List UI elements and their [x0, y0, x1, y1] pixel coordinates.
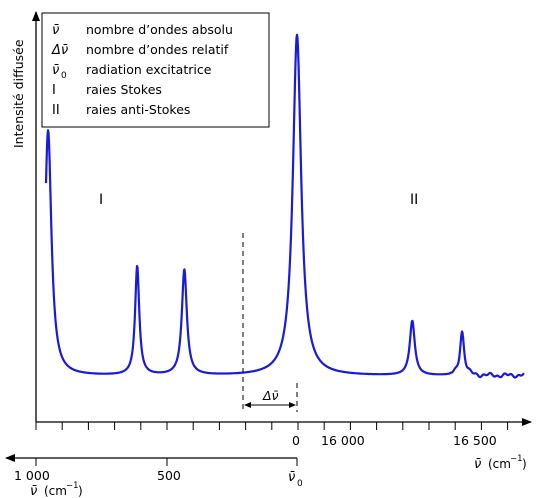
relative-tick-label-500: 500: [157, 468, 181, 483]
absolute-unit-symbol: ν̄: [474, 457, 481, 472]
legend-symbol-excitation-sub: 0: [61, 71, 67, 81]
relative-unit-exp: −1: [66, 481, 79, 491]
relative-unit-close: ): [78, 484, 83, 498]
legend-symbol-relative: Δν̄: [51, 43, 68, 58]
delta-label: Δν̄: [262, 388, 279, 403]
relative-zero-label: 0: [292, 433, 300, 448]
legend: ν̄ nombre d’ondes absolu Δν̄ nombre d’on…: [41, 12, 270, 128]
absolute-tick-label-16500: 16 500: [453, 433, 497, 448]
legend-text-stokes: raies Stokes: [86, 82, 162, 97]
legend-text-absolute: nombre d’ondes absolu: [86, 22, 233, 37]
region-label-stokes: I: [99, 192, 103, 208]
legend-text-excitation: radiation excitatrice: [86, 62, 212, 77]
legend-symbol-excitation: ν̄: [52, 63, 59, 78]
absolute-unit-exp: −1: [510, 454, 523, 464]
legend-box: [41, 12, 270, 128]
relative-unit-text: (cm: [44, 484, 67, 498]
relative-origin-symbol: ν̄: [288, 470, 295, 485]
y-axis-label: Intensité diffusée: [11, 39, 26, 148]
legend-symbol-absolute: ν̄: [52, 23, 59, 38]
absolute-axis-unit: ν̄ (cm −1 ): [474, 454, 527, 472]
legend-symbol-anti-stokes: II: [52, 103, 60, 118]
legend-text-relative: nombre d’ondes relatif: [86, 42, 229, 57]
relative-tick-label-1000: 1 000: [14, 468, 50, 483]
absolute-unit-close: ): [522, 457, 527, 471]
relative-origin-label: ν̄ 0: [288, 470, 303, 489]
relative-axis-unit: ν̄ (cm −1 ): [30, 481, 83, 498]
relative-unit-symbol: ν̄: [30, 484, 37, 498]
region-label-anti-stokes: II: [410, 192, 418, 208]
absolute-tick-label-16000: 16 000: [321, 433, 365, 448]
legend-symbol-stokes: I: [52, 83, 56, 98]
relative-origin-sub: 0: [297, 479, 303, 489]
legend-text-anti-stokes: raies anti-Stokes: [86, 102, 190, 117]
absolute-unit-text: (cm: [488, 457, 511, 471]
raman-spectrum-line: [44, 33, 525, 379]
absolute-axis-ticks: [35, 422, 509, 430]
